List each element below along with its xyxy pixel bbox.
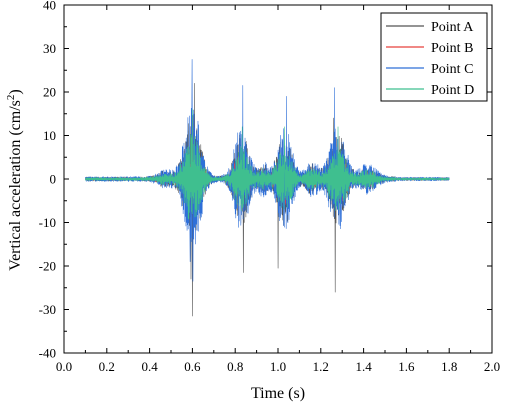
x-tick-label: 0.4 [141,359,158,374]
legend-label: Point B [431,41,473,56]
x-tick-label: 2.0 [484,359,500,374]
y-tick-label: 0 [50,172,57,187]
y-tick-label: 40 [43,0,56,13]
x-axis-title: Time (s) [251,385,305,402]
y-tick-label: -40 [39,346,56,361]
y-tick-label: -30 [39,302,56,317]
axis-ticks: 0.0 0.2 0.4 0.6 0.8 1.0 1.2 1.4 1.6 1.8 2.0 40 30 20 1… [39,0,500,374]
x-tick-label: 1.6 [398,359,415,374]
y-tick-label: 30 [43,41,56,56]
series-point-a-line [85,83,450,317]
legend-label: Point C [431,62,473,77]
x-tick-label: 1.4 [355,359,372,374]
x-tick-label: 0.6 [184,359,201,374]
x-tick-label: 0.2 [99,359,115,374]
legend-label: Point D [431,83,474,98]
x-tick-label: 0.8 [227,359,243,374]
series-point-b-line [85,117,450,217]
x-tick-label: 0.0 [56,359,72,374]
y-tick-label: -10 [39,215,56,230]
y-tick-label: 10 [43,128,56,143]
series-point-d-line [85,109,450,220]
x-tick-label: 1.8 [441,359,457,374]
series-layer [85,59,450,317]
x-tick-label: 1.2 [313,359,329,374]
y-axis-title: Vertical acceleration (cm/s2) [5,89,24,270]
y-tick-label: 20 [43,85,56,100]
y-axis-title-main: Vertical acceleration (cm/s [7,100,24,271]
y-axis-title-end: ) [7,89,24,94]
y-tick-label: -20 [39,259,56,274]
legend-label: Point A [431,20,474,35]
x-tick-label: 1.0 [270,359,286,374]
legend: Point A Point B Point C Point D [380,12,488,102]
y-axis-title-sup: 2 [5,95,17,101]
legend-box [380,12,488,102]
